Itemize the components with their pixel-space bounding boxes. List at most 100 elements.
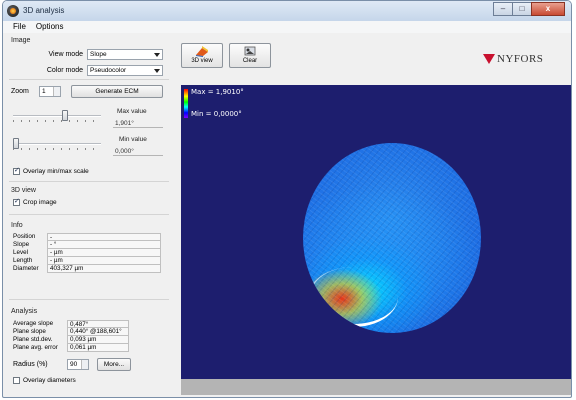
info-key: Length	[13, 257, 33, 264]
radius-label: Radius (%)	[13, 361, 48, 368]
info-key: Position	[13, 233, 36, 240]
color-scale-bar	[184, 89, 188, 118]
clear-image-icon	[244, 46, 256, 56]
view-mode-value: Slope	[90, 51, 107, 58]
zoom-stepper[interactable]: 1	[39, 86, 61, 97]
3d-view-section-label: 3D view	[11, 187, 36, 194]
image-section-label: Image	[11, 37, 31, 44]
min-value-readout: 0,000°	[113, 147, 163, 156]
edge-highlight	[308, 267, 398, 327]
radius-value: 90	[70, 361, 78, 368]
crop-image-label: Crop image	[23, 199, 57, 206]
slider-ticks	[13, 148, 101, 150]
nyfors-logo: NYFORS	[483, 53, 543, 65]
min-scale-label: Min = 0,0000°	[191, 110, 242, 118]
analysis-key: Plane slope	[13, 328, 46, 335]
window-controls: – □ x	[493, 2, 565, 16]
viewport-status-strip	[181, 379, 571, 395]
more-button[interactable]: More...	[97, 358, 131, 371]
info-key: Slope	[13, 241, 30, 248]
info-section-label: Info	[11, 222, 23, 229]
analysis-value: 0,440° @188,601°	[67, 328, 129, 336]
min-value-label: Min value	[119, 136, 147, 143]
radius-stepper[interactable]: 90	[67, 359, 89, 370]
analysis-key: Plane avg. error	[13, 344, 58, 351]
slider-thumb[interactable]	[62, 110, 69, 121]
minimize-button[interactable]: –	[493, 2, 513, 16]
divider	[9, 79, 169, 80]
info-row: Diameter 403,327 µm	[13, 265, 161, 273]
info-key: Diameter	[13, 265, 39, 272]
checkbox-box	[13, 166, 20, 175]
app-logo-icon	[7, 5, 19, 17]
slider-track	[13, 143, 101, 145]
menu-options[interactable]: Options	[35, 22, 64, 31]
analysis-value: 0,487°	[67, 320, 129, 328]
analysis-key: Plane std.dev.	[13, 336, 53, 343]
overlay-scale-checkbox[interactable]: Overlay min/max scale	[13, 166, 89, 175]
analysis-value: 0,061 µm	[67, 344, 129, 352]
analysis-section-label: Analysis	[11, 308, 38, 315]
image-viewport[interactable]: Max = 1,9010° Min = 0,0000°	[181, 85, 571, 379]
info-value: - °	[47, 241, 161, 249]
analysis-value: 0,093 µm	[67, 336, 129, 344]
view-mode-select[interactable]: Slope	[87, 49, 163, 60]
info-value: -	[47, 233, 161, 241]
menu-bar: File Options	[3, 21, 571, 33]
checkbox-box	[13, 377, 20, 384]
info-row: Position -	[13, 233, 161, 241]
slope-map-image	[303, 143, 481, 333]
info-row: Level - µm	[13, 249, 161, 257]
divider	[9, 299, 169, 300]
color-mode-value: Pseudocolor	[90, 67, 127, 74]
view-mode-label: View mode	[48, 51, 83, 58]
3d-view-button[interactable]: 3D view	[181, 43, 223, 68]
analysis-row: Average slope 0,487°	[13, 320, 163, 328]
close-button[interactable]: x	[531, 2, 565, 16]
analysis-row: Plane avg. error 0,061 µm	[13, 344, 163, 352]
max-value-slider[interactable]	[13, 110, 101, 122]
maximize-button[interactable]: □	[512, 2, 532, 16]
info-key: Level	[13, 249, 29, 256]
logo-text: NYFORS	[497, 53, 544, 65]
generate-ecm-button[interactable]: Generate ECM	[71, 85, 163, 98]
analysis-row: Plane std.dev. 0,093 µm	[13, 336, 163, 344]
crop-image-checkbox[interactable]: Crop image	[13, 197, 57, 206]
divider	[9, 214, 169, 215]
slider-ticks	[13, 120, 101, 122]
checkbox-box	[13, 197, 20, 206]
color-mode-select[interactable]: Pseudocolor	[87, 65, 163, 76]
divider	[9, 181, 169, 182]
3d-surface-icon	[196, 46, 208, 57]
info-value: 403,327 µm	[47, 265, 161, 273]
clear-button[interactable]: Clear	[229, 43, 271, 68]
nyfors-mark-icon	[483, 54, 495, 64]
3d-view-button-label: 3D view	[191, 58, 213, 64]
zoom-value: 1	[42, 88, 46, 95]
stepper-arrows-icon	[81, 360, 88, 369]
overlay-diameters-checkbox[interactable]: Overlay diameters	[13, 377, 76, 384]
overlay-scale-label: Overlay min/max scale	[23, 168, 89, 175]
chevron-down-icon	[154, 69, 160, 73]
slider-thumb[interactable]	[13, 138, 19, 149]
max-value-label: Max value	[117, 108, 147, 115]
menu-file[interactable]: File	[13, 22, 26, 31]
analysis-key: Average slope	[13, 320, 54, 327]
color-mode-label: Color mode	[46, 67, 83, 74]
info-value: - µm	[47, 257, 161, 265]
chevron-down-icon	[154, 53, 160, 57]
overlay-diameters-label: Overlay diameters	[23, 377, 76, 384]
clear-button-label: Clear	[242, 58, 258, 64]
analysis-row: Plane slope 0,440° @188,601°	[13, 328, 163, 336]
control-panel: Image View mode Slope Color mode Pseudoc…	[9, 37, 169, 395]
window-title: 3D analysis	[23, 6, 65, 15]
zoom-label: Zoom	[11, 88, 29, 95]
stepper-arrows-icon	[53, 87, 60, 96]
info-row: Slope - °	[13, 241, 161, 249]
title-bar: 3D analysis – □ x	[3, 1, 571, 21]
max-scale-label: Max = 1,9010°	[191, 88, 244, 96]
info-row: Length - µm	[13, 257, 161, 265]
min-value-slider[interactable]	[13, 138, 101, 150]
slider-track	[13, 115, 101, 117]
